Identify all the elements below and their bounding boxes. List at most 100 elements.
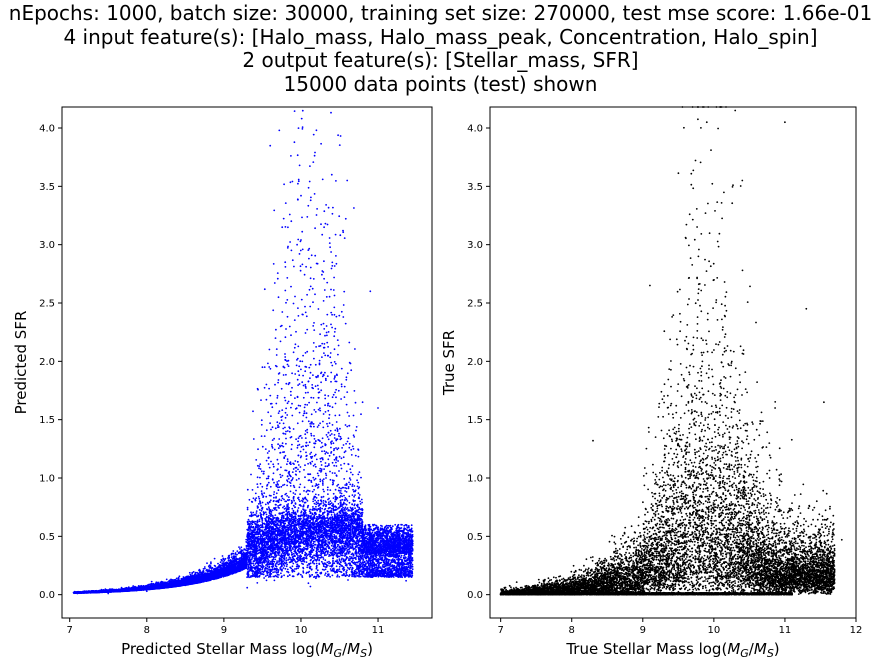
scatter-point	[309, 574, 311, 576]
scatter-point	[331, 514, 333, 516]
scatter-point	[267, 477, 269, 479]
scatter-point	[266, 580, 268, 582]
scatter-point	[273, 210, 275, 212]
scatter-point	[330, 443, 332, 445]
scatter-point	[272, 439, 274, 441]
scatter-point	[331, 268, 333, 270]
scatter-point	[336, 576, 338, 578]
scatter-point	[324, 343, 326, 345]
scatter-point	[315, 411, 317, 413]
scatter-point	[295, 474, 297, 476]
scatter-point	[320, 143, 322, 145]
scatter-point	[276, 481, 278, 483]
scatter-point	[277, 395, 279, 397]
scatter-point	[353, 448, 355, 450]
scatter-point	[299, 484, 301, 486]
scatter-point	[279, 499, 281, 501]
scatter-point	[310, 277, 312, 279]
scatter-point	[334, 572, 336, 574]
scatter-point	[289, 574, 291, 576]
scatter-point	[353, 207, 355, 209]
scatter-point	[276, 566, 278, 568]
scatter-point	[386, 567, 388, 569]
scatter-point	[275, 427, 277, 429]
scatter-point	[301, 446, 303, 448]
scatter-point	[298, 515, 300, 517]
scatter-point	[260, 483, 262, 485]
scatter-point	[278, 296, 280, 298]
scatter-point	[335, 396, 337, 398]
scatter-point	[332, 462, 334, 464]
scatter-point	[403, 555, 405, 557]
scatter-point	[324, 355, 326, 357]
scatter-point	[312, 501, 314, 503]
scatter-point	[222, 555, 224, 557]
scatter-point	[326, 423, 328, 425]
scatter-point	[313, 560, 315, 562]
scatter-point	[321, 450, 323, 452]
scatter-point	[302, 264, 304, 266]
scatter-point	[284, 356, 286, 358]
scatter-point	[297, 469, 299, 471]
scatter-point	[289, 499, 291, 501]
scatter-point	[299, 253, 301, 255]
scatter-point	[252, 562, 254, 564]
scatter-point	[283, 423, 285, 425]
scatter-point	[318, 308, 320, 310]
scatter-point	[349, 468, 351, 470]
scatter-point	[309, 567, 311, 569]
scatter-point	[306, 315, 308, 317]
scatter-point	[307, 445, 309, 447]
scatter-point	[345, 424, 347, 426]
scatter-point	[287, 460, 289, 462]
scatter-point	[291, 415, 293, 417]
scatter-point	[359, 501, 361, 503]
scatter-point	[300, 369, 302, 371]
scatter-point	[330, 381, 332, 383]
scatter-point	[287, 364, 289, 366]
scatter-point	[273, 482, 275, 484]
scatter-point	[322, 489, 324, 491]
scatter-point	[288, 360, 290, 362]
scatter-point	[293, 266, 295, 268]
scatter-point	[283, 546, 285, 548]
scatter-point	[259, 520, 261, 522]
scatter-point	[314, 438, 316, 440]
scatter-point	[272, 426, 274, 428]
scatter-point	[269, 467, 271, 469]
scatter-point	[270, 415, 272, 417]
scatter-point	[292, 565, 294, 567]
scatter-point	[324, 450, 326, 452]
scatter-point	[263, 471, 265, 473]
scatter-point	[307, 392, 309, 394]
scatter-point	[337, 574, 339, 576]
scatter-point	[276, 572, 278, 574]
scatter-point	[356, 426, 358, 428]
scatter-point	[346, 404, 348, 406]
scatter-point	[304, 407, 306, 409]
scatter-point	[332, 481, 334, 483]
scatter-point	[310, 586, 312, 588]
scatter-point	[350, 369, 352, 371]
scatter-point	[312, 477, 314, 479]
scatter-point	[312, 491, 314, 493]
scatter-point	[269, 349, 271, 351]
scatter-point	[284, 290, 286, 292]
scatter-point	[394, 524, 396, 526]
scatter-point	[336, 465, 338, 467]
scatter-point	[270, 486, 272, 488]
scatter-point	[331, 314, 333, 316]
scatter-point	[306, 556, 308, 558]
scatter-point	[261, 486, 263, 488]
scatter-point	[328, 417, 330, 419]
scatter-point	[289, 214, 291, 216]
scatter-point	[329, 455, 331, 457]
scatter-point	[286, 414, 288, 416]
scatter-point	[239, 548, 241, 550]
scatter-point	[303, 397, 305, 399]
scatter-point	[318, 494, 320, 496]
scatter-point	[345, 573, 347, 575]
scatter-point	[282, 428, 284, 430]
scatter-point	[259, 509, 261, 511]
scatter-point	[310, 267, 312, 269]
